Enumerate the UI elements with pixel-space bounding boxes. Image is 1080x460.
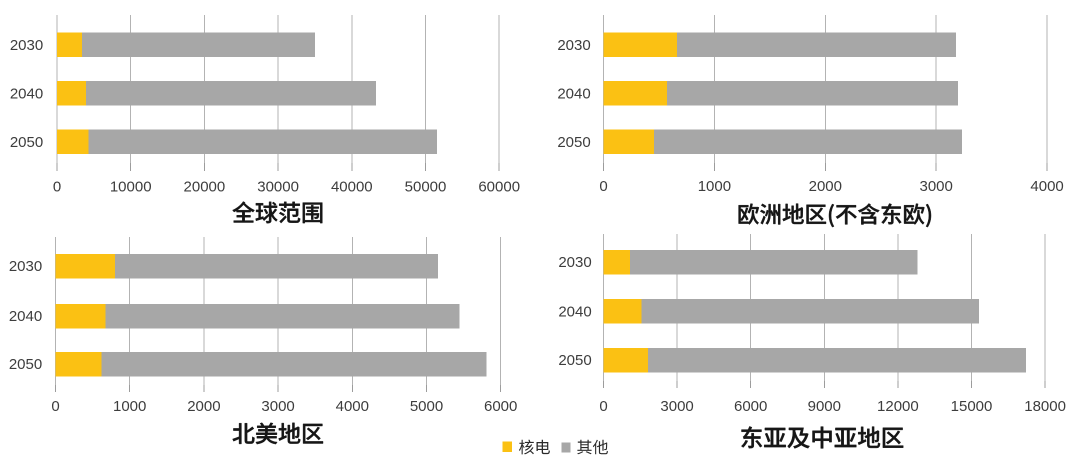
svg-text:2030: 2030 — [558, 254, 591, 271]
svg-text:12000: 12000 — [877, 398, 919, 415]
svg-text:40000: 40000 — [331, 179, 373, 196]
svg-text:18000: 18000 — [1024, 398, 1066, 415]
svg-text:15000: 15000 — [951, 398, 993, 415]
svg-text:3000: 3000 — [660, 398, 693, 415]
svg-text:3000: 3000 — [920, 178, 953, 195]
svg-text:2050: 2050 — [558, 352, 591, 369]
svg-text:60000: 60000 — [478, 179, 520, 196]
svg-text:1000: 1000 — [698, 178, 731, 195]
svg-text:0: 0 — [53, 179, 61, 196]
svg-text:2030: 2030 — [10, 37, 43, 54]
svg-text:6000: 6000 — [734, 398, 767, 415]
svg-text:2000: 2000 — [187, 398, 220, 415]
svg-text:0: 0 — [51, 398, 59, 415]
svg-text:30000: 30000 — [257, 179, 299, 196]
svg-text:4000: 4000 — [1030, 178, 1063, 195]
svg-text:2050: 2050 — [9, 356, 42, 373]
svg-text:2030: 2030 — [9, 258, 42, 275]
svg-text:2050: 2050 — [10, 134, 43, 151]
svg-text:2050: 2050 — [557, 134, 590, 151]
svg-text:50000: 50000 — [405, 179, 447, 196]
svg-text:0: 0 — [599, 178, 607, 195]
svg-text:0: 0 — [599, 398, 607, 415]
svg-text:3000: 3000 — [261, 398, 294, 415]
svg-text:2040: 2040 — [10, 86, 43, 103]
svg-text:10000: 10000 — [110, 179, 152, 196]
svg-text:2000: 2000 — [809, 178, 842, 195]
svg-text:2040: 2040 — [557, 86, 590, 103]
svg-text:1000: 1000 — [113, 398, 146, 415]
svg-text:2040: 2040 — [9, 308, 42, 325]
svg-text:5000: 5000 — [410, 398, 443, 415]
svg-text:4000: 4000 — [336, 398, 369, 415]
svg-text:2030: 2030 — [557, 37, 590, 54]
svg-text:2040: 2040 — [558, 304, 591, 321]
svg-text:20000: 20000 — [184, 179, 226, 196]
svg-text:6000: 6000 — [484, 398, 517, 415]
svg-text:9000: 9000 — [808, 398, 841, 415]
